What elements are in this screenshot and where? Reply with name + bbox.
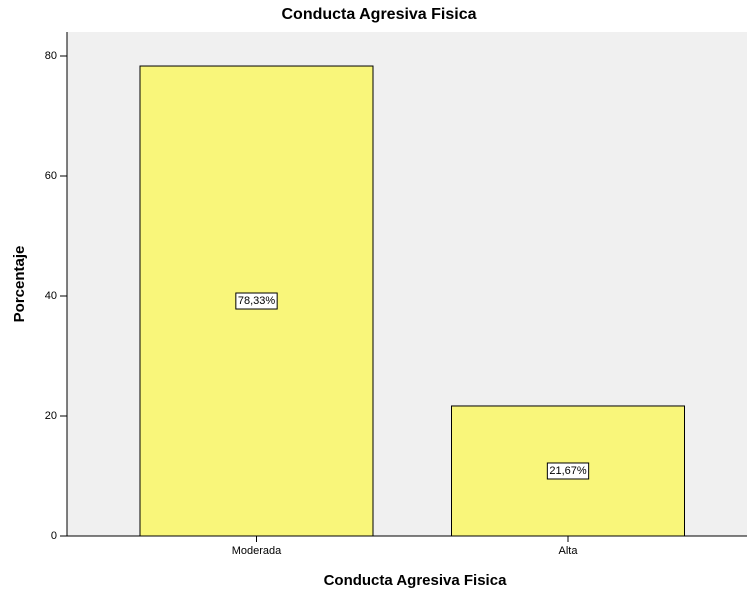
x-tick-label: Alta (559, 545, 579, 557)
y-tick-label: 80 (45, 50, 57, 62)
y-tick-label: 40 (45, 290, 57, 302)
value-label-box (546, 462, 590, 480)
y-axis-title: Porcentaje (11, 246, 28, 323)
chart-title: Conducta Agresiva Fisica (281, 6, 476, 23)
value-label: 21,67% (549, 465, 587, 477)
value-label: 78,33% (238, 295, 276, 307)
x-axis-title: Conducta Agresiva Fisica (324, 572, 507, 589)
y-tick-label: 0 (51, 530, 57, 542)
x-tick-label: Moderada (232, 545, 282, 557)
y-tick-label: 60 (45, 170, 57, 182)
value-label-box (235, 292, 278, 310)
y-tick-label: 20 (45, 410, 57, 422)
